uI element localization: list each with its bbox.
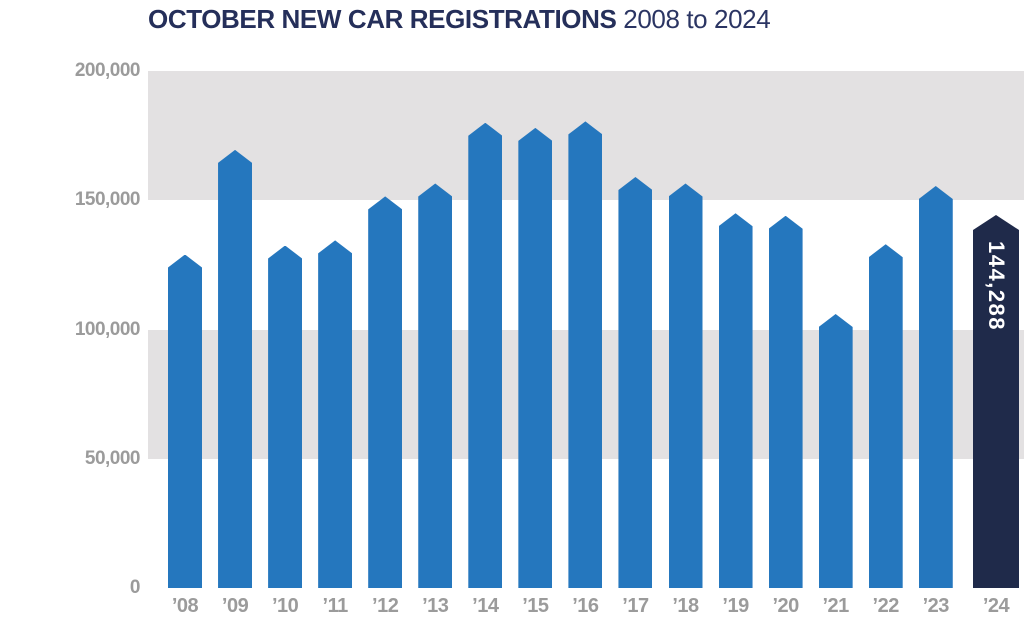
y-tick-label-150000: 150,000 xyxy=(74,189,141,211)
x-tick-label-2024: ’24 xyxy=(982,595,1010,617)
bar-2016 xyxy=(568,121,603,588)
y-tick-label-200000: 200,000 xyxy=(74,60,141,81)
x-tick-label-2008: ’08 xyxy=(171,595,199,617)
x-tick-label-2020: ’20 xyxy=(772,595,799,617)
x-tick-label-2021: ’21 xyxy=(822,595,849,617)
bar-2013 xyxy=(418,183,453,588)
x-tick-label-2012: ’12 xyxy=(372,595,399,617)
bar-2014 xyxy=(468,122,503,588)
x-tick-label-2018: ’18 xyxy=(672,595,699,617)
bar-2011 xyxy=(318,240,353,588)
y-tick-label-50000: 50,000 xyxy=(84,447,141,469)
bar-2021 xyxy=(818,314,853,588)
bar-2023 xyxy=(918,186,953,588)
plot-area: ’08 ’09 ’10 ’11 ’12 ’13 ’14 ’15 ’16 ’17 ’18 ’19 ’20 ’… xyxy=(148,71,1024,617)
x-tick-label-2019: ’19 xyxy=(722,595,749,617)
bar-2012 xyxy=(368,196,403,588)
x-tick-label-2011: ’11 xyxy=(322,595,349,617)
bar-2020 xyxy=(768,215,803,588)
x-tick-label-2009: ’09 xyxy=(221,595,249,617)
chart-title: OCTOBER NEW CAR REGISTRATIONS 2008 to 20… xyxy=(148,4,771,35)
highlight-value-label: 144,288 xyxy=(984,241,1009,332)
x-tick-label-2016: ’16 xyxy=(572,595,599,617)
bar-2009 xyxy=(218,149,253,588)
bar-2015 xyxy=(518,127,553,588)
bar-2008 xyxy=(168,254,202,588)
x-tick-label-2022: ’22 xyxy=(872,595,900,617)
y-tick-label-0: 0 xyxy=(129,577,141,598)
x-tick-label-2014: ’14 xyxy=(472,595,499,617)
bar-2018 xyxy=(668,183,703,588)
x-tick-label-2015: ’15 xyxy=(522,595,549,617)
x-tick-label-2010: ’10 xyxy=(271,595,299,617)
bar-2017 xyxy=(618,177,653,588)
bar-2019 xyxy=(718,213,753,588)
bar-2024: 144,288 xyxy=(973,215,1019,588)
chart-title-main: OCTOBER NEW CAR REGISTRATIONS xyxy=(148,4,617,34)
chart-title-range: 2008 to 2024 xyxy=(623,4,771,34)
x-tick-label-2023: ’23 xyxy=(922,595,950,617)
x-tick-label-2013: ’13 xyxy=(422,595,449,617)
x-tick-label-2017: ’17 xyxy=(622,595,649,617)
bar-2010 xyxy=(268,245,303,588)
y-tick-label-100000: 100,000 xyxy=(74,318,141,340)
bar-2022 xyxy=(868,244,903,588)
y-axis: 0 50,000 100,000 150,000 200,000 xyxy=(0,61,141,598)
